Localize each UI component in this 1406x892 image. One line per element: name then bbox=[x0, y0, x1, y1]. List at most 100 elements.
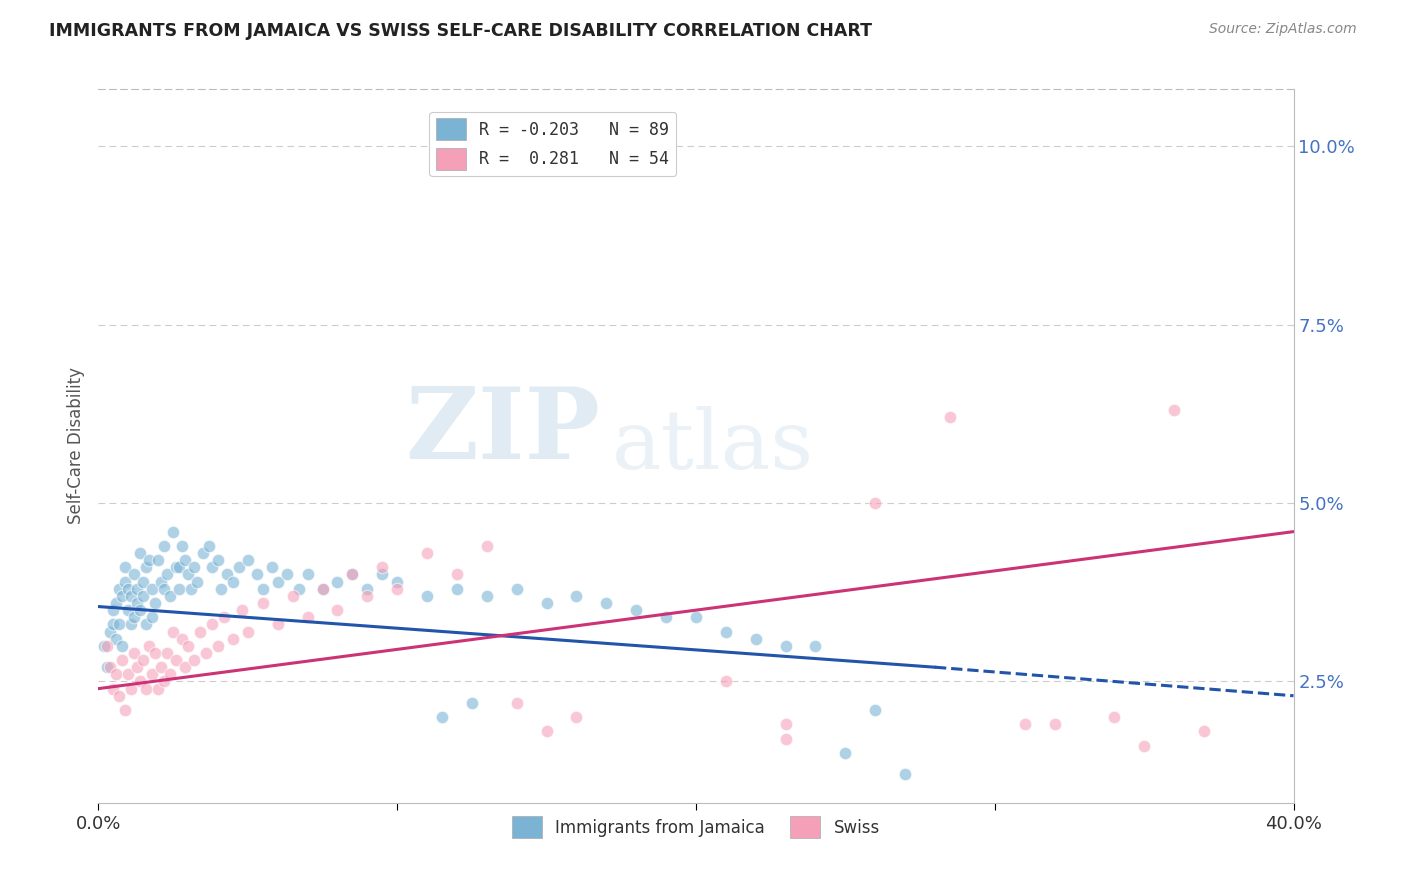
Point bbox=[536, 596, 558, 610]
Point bbox=[135, 617, 157, 632]
Point bbox=[714, 674, 737, 689]
Point bbox=[135, 681, 157, 696]
Point bbox=[475, 539, 498, 553]
Point bbox=[287, 582, 309, 596]
Point bbox=[195, 646, 218, 660]
Point bbox=[132, 574, 155, 589]
Point bbox=[834, 746, 856, 760]
Point bbox=[595, 596, 617, 610]
Point bbox=[180, 582, 202, 596]
Point bbox=[103, 681, 125, 696]
Point bbox=[103, 617, 125, 632]
Point bbox=[342, 567, 364, 582]
Point bbox=[174, 660, 197, 674]
Point bbox=[416, 546, 439, 560]
Point bbox=[446, 567, 468, 582]
Point bbox=[430, 710, 453, 724]
Point bbox=[186, 574, 208, 589]
Point bbox=[236, 624, 259, 639]
Point bbox=[1312, 482, 1334, 496]
Point bbox=[267, 617, 290, 632]
Point bbox=[209, 582, 232, 596]
Point bbox=[138, 553, 160, 567]
Point bbox=[150, 574, 173, 589]
Text: ZIP: ZIP bbox=[405, 384, 600, 480]
Point bbox=[236, 553, 259, 567]
Point bbox=[1192, 724, 1215, 739]
Point bbox=[267, 574, 290, 589]
Point bbox=[1014, 717, 1036, 731]
Point bbox=[416, 589, 439, 603]
Point bbox=[172, 632, 194, 646]
Point bbox=[153, 674, 176, 689]
Point bbox=[108, 689, 131, 703]
Point bbox=[371, 567, 394, 582]
Point bbox=[127, 660, 149, 674]
Point bbox=[111, 653, 134, 667]
Point bbox=[141, 610, 163, 624]
Point bbox=[685, 610, 707, 624]
Point bbox=[105, 596, 128, 610]
Point bbox=[297, 567, 319, 582]
Point bbox=[98, 660, 122, 674]
Point bbox=[1043, 717, 1066, 731]
Point bbox=[385, 582, 409, 596]
Point bbox=[172, 539, 194, 553]
Point bbox=[108, 617, 131, 632]
Point bbox=[565, 710, 588, 724]
Point bbox=[222, 574, 245, 589]
Point bbox=[159, 667, 181, 681]
Text: IMMIGRANTS FROM JAMAICA VS SWISS SELF-CARE DISABILITY CORRELATION CHART: IMMIGRANTS FROM JAMAICA VS SWISS SELF-CA… bbox=[49, 22, 872, 40]
Point bbox=[167, 582, 190, 596]
Point bbox=[207, 639, 229, 653]
Point bbox=[198, 539, 221, 553]
Point bbox=[143, 596, 166, 610]
Point bbox=[111, 589, 134, 603]
Point bbox=[188, 624, 211, 639]
Point bbox=[174, 553, 197, 567]
Point bbox=[371, 560, 394, 574]
Point bbox=[536, 724, 558, 739]
Point bbox=[96, 660, 118, 674]
Point bbox=[804, 639, 827, 653]
Point bbox=[475, 589, 498, 603]
Point bbox=[212, 610, 235, 624]
Point bbox=[143, 646, 166, 660]
Point bbox=[156, 567, 179, 582]
Point bbox=[114, 574, 136, 589]
Point bbox=[1163, 403, 1185, 417]
Point bbox=[138, 639, 160, 653]
Point bbox=[117, 667, 139, 681]
Point bbox=[165, 560, 187, 574]
Y-axis label: Self-Care Disability: Self-Care Disability bbox=[66, 368, 84, 524]
Point bbox=[93, 639, 115, 653]
Legend: Immigrants from Jamaica, Swiss: Immigrants from Jamaica, Swiss bbox=[506, 810, 886, 845]
Point bbox=[297, 610, 319, 624]
Point bbox=[165, 653, 187, 667]
Point bbox=[132, 653, 155, 667]
Point bbox=[127, 582, 149, 596]
Point bbox=[231, 603, 253, 617]
Point bbox=[276, 567, 298, 582]
Point bbox=[775, 717, 797, 731]
Point bbox=[162, 624, 184, 639]
Point bbox=[153, 539, 176, 553]
Point bbox=[1104, 710, 1126, 724]
Point bbox=[96, 639, 118, 653]
Point bbox=[105, 632, 128, 646]
Point bbox=[127, 596, 149, 610]
Point bbox=[201, 560, 224, 574]
Point bbox=[252, 582, 274, 596]
Point bbox=[326, 603, 349, 617]
Point bbox=[461, 696, 484, 710]
Point bbox=[153, 582, 176, 596]
Point bbox=[114, 560, 136, 574]
Point bbox=[356, 582, 378, 596]
Point bbox=[117, 582, 139, 596]
Point bbox=[446, 582, 468, 596]
Point bbox=[124, 610, 146, 624]
Point bbox=[356, 589, 378, 603]
Point bbox=[150, 660, 173, 674]
Point bbox=[311, 582, 333, 596]
Point bbox=[252, 596, 274, 610]
